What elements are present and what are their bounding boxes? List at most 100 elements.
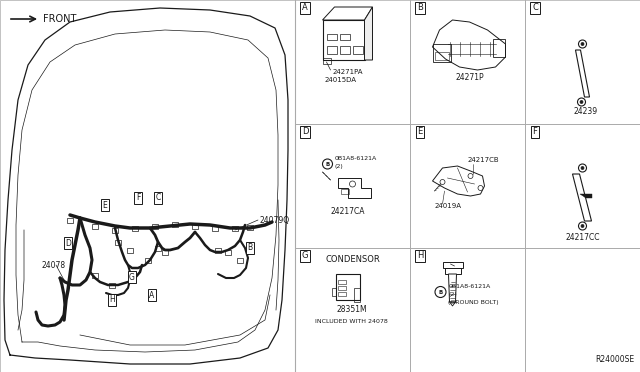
Circle shape — [323, 159, 333, 169]
Bar — [326, 34, 337, 40]
Bar — [237, 257, 243, 263]
Bar — [92, 273, 98, 278]
Bar — [353, 288, 360, 302]
Text: 24217CB: 24217CB — [467, 157, 499, 163]
Bar — [247, 224, 253, 230]
Circle shape — [580, 100, 583, 103]
Polygon shape — [575, 50, 589, 97]
Bar — [433, 44, 451, 62]
Bar — [337, 286, 346, 290]
Text: (GROUND BOLT): (GROUND BOLT) — [449, 300, 499, 305]
Text: 24239: 24239 — [573, 107, 598, 116]
Polygon shape — [449, 274, 456, 302]
Text: E: E — [417, 128, 422, 137]
Bar — [127, 247, 133, 253]
Text: 24271PA: 24271PA — [332, 69, 363, 75]
Bar — [192, 224, 198, 228]
Polygon shape — [337, 178, 371, 198]
Polygon shape — [442, 262, 463, 268]
Bar — [152, 224, 158, 228]
Bar — [115, 240, 121, 244]
Circle shape — [349, 181, 355, 187]
Bar — [493, 39, 504, 57]
Bar — [92, 224, 98, 228]
Text: D: D — [65, 238, 71, 247]
Bar — [155, 246, 161, 250]
Text: 28351M: 28351M — [336, 305, 367, 314]
Text: INCLUDED WITH 24078: INCLUDED WITH 24078 — [315, 319, 388, 324]
Polygon shape — [365, 7, 372, 60]
Circle shape — [435, 286, 446, 298]
Text: B: B — [248, 244, 253, 253]
Bar — [326, 46, 337, 54]
Circle shape — [581, 42, 584, 45]
Bar — [112, 228, 118, 232]
Bar — [339, 34, 349, 40]
Text: E: E — [102, 201, 108, 209]
Text: D: D — [301, 128, 308, 137]
Polygon shape — [323, 7, 372, 20]
Bar — [172, 221, 178, 227]
Text: 24271P: 24271P — [455, 73, 484, 82]
Text: 24019A: 24019A — [435, 203, 461, 209]
Circle shape — [579, 164, 586, 172]
Polygon shape — [433, 20, 506, 70]
Text: R24000SE: R24000SE — [595, 355, 635, 364]
Text: 24078: 24078 — [42, 260, 66, 269]
Text: 0B1A8-6121A: 0B1A8-6121A — [335, 156, 377, 161]
Circle shape — [478, 186, 483, 190]
Bar — [225, 250, 231, 254]
Text: (2): (2) — [335, 164, 343, 169]
Text: 24217CC: 24217CC — [565, 233, 600, 242]
Text: F: F — [136, 193, 140, 202]
Text: (2): (2) — [449, 292, 457, 297]
Polygon shape — [449, 302, 456, 306]
Bar — [353, 46, 362, 54]
Text: G: G — [301, 251, 308, 260]
Bar — [435, 52, 449, 60]
Bar — [132, 225, 138, 231]
Bar — [232, 225, 238, 231]
Polygon shape — [579, 194, 591, 198]
Text: G: G — [129, 273, 135, 282]
Bar — [215, 247, 221, 253]
Circle shape — [581, 167, 584, 170]
Text: B: B — [417, 3, 423, 13]
Text: 0B1A8-6121A: 0B1A8-6121A — [449, 284, 491, 289]
Text: CONDENSOR: CONDENSOR — [325, 255, 380, 264]
Text: C: C — [532, 3, 538, 13]
Circle shape — [468, 173, 473, 179]
Bar — [67, 218, 73, 222]
Bar — [339, 46, 349, 54]
Bar — [323, 20, 365, 60]
Circle shape — [577, 98, 586, 106]
Circle shape — [579, 222, 586, 230]
Polygon shape — [433, 166, 484, 196]
Circle shape — [581, 224, 584, 228]
Text: H: H — [109, 295, 115, 305]
Text: C: C — [156, 193, 161, 202]
Text: 24015DA: 24015DA — [324, 77, 356, 83]
Polygon shape — [573, 174, 591, 221]
Bar — [162, 250, 168, 254]
Bar — [323, 58, 330, 64]
Text: H: H — [417, 251, 423, 260]
Bar — [109, 282, 115, 288]
Bar — [212, 225, 218, 231]
Bar — [337, 280, 346, 284]
Circle shape — [440, 180, 445, 185]
Polygon shape — [445, 268, 461, 274]
Bar — [145, 257, 151, 263]
Bar — [332, 288, 335, 296]
Bar — [335, 274, 360, 300]
Text: FRONT: FRONT — [43, 14, 76, 24]
Circle shape — [579, 40, 586, 48]
Text: 24079Q: 24079Q — [260, 215, 290, 224]
Text: B: B — [438, 289, 443, 295]
Text: A: A — [149, 291, 155, 299]
Bar — [337, 292, 346, 296]
Text: 24217CA: 24217CA — [330, 207, 365, 216]
Text: F: F — [532, 128, 538, 137]
Text: B: B — [325, 161, 330, 167]
Bar — [340, 189, 349, 194]
